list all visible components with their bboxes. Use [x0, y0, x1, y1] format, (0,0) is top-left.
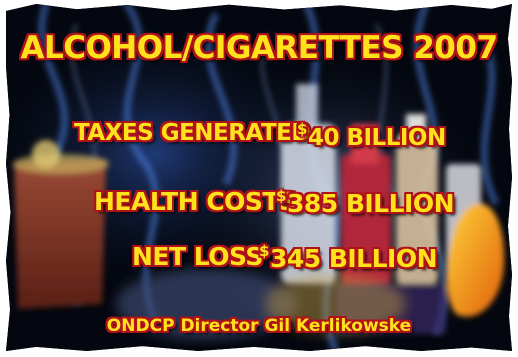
row-amount: $345 BILLION [259, 242, 438, 273]
poster-card: ALCOHOL/CIGARETTES 2007 TAXES GENERATED … [6, 4, 512, 351]
currency-symbol: $ [259, 242, 269, 260]
row-amount: $40 BILLION [297, 120, 446, 151]
currency-symbol: $ [297, 120, 307, 138]
bottles-image [281, 84, 505, 334]
row-label: TAXES GENERATED [74, 120, 311, 146]
row-label: HEALTH COSTS [94, 187, 297, 216]
drink-glass-image [13, 140, 109, 309]
smoke-and-bottles-background [6, 4, 512, 351]
currency-symbol: $ [276, 187, 286, 205]
row-amount: $385 BILLION [276, 187, 455, 218]
row-label: NET LOSS [132, 242, 263, 271]
poster-title: ALCOHOL/CIGARETTES 2007 [20, 30, 498, 66]
credit-line: ONDCP Director Gil Kerlikowske [106, 316, 412, 336]
